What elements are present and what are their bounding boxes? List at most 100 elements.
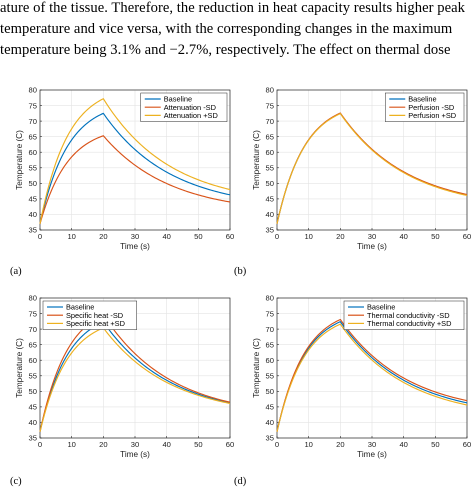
y-tick-label: 70 (29, 117, 37, 126)
text-line: temperature and vice versa, with the cor… (0, 21, 453, 37)
y-tick-label: 65 (266, 340, 274, 349)
y-tick-label: 40 (29, 418, 37, 427)
x-tick-label: 0 (275, 440, 279, 449)
legend-entry: Baseline (367, 303, 395, 312)
legend-entry: Perfusion -SD (408, 103, 454, 112)
x-tick-label: 40 (162, 232, 170, 241)
x-tick-label: 0 (38, 440, 42, 449)
x-tick-label: 20 (99, 440, 107, 449)
x-tick-label: 30 (368, 440, 376, 449)
chart-c: 0 10 20 30 40 50 60 35 40 45 50 55 60 65 70 75 80 Time (s… (15, 294, 234, 459)
y-tick-label: 60 (266, 148, 274, 157)
series-line-2 (39, 135, 231, 224)
series-line-2 (39, 314, 231, 432)
y-tick-label: 60 (266, 356, 274, 365)
x-tick-label: 10 (304, 440, 312, 449)
x-tick-label: 60 (226, 440, 234, 449)
figure-panel-d: 0 10 20 30 40 50 60 35 40 45 50 55 60 65 70 75 80 Time (s… (237, 288, 474, 498)
y-tick-label: 40 (266, 210, 274, 219)
y-tick-label: 65 (29, 340, 37, 349)
series-line-3 (39, 98, 231, 224)
series-line-3 (276, 113, 468, 224)
series-line-1 (39, 321, 231, 432)
y-tick-label: 55 (29, 163, 37, 172)
y-tick-label: 55 (29, 371, 37, 380)
y-tick-label: 60 (29, 356, 37, 365)
x-tick-label: 60 (463, 440, 471, 449)
y-tick-label: 45 (29, 195, 37, 204)
series-line-3 (39, 327, 231, 432)
series-line-1 (39, 112, 231, 224)
y-tick-label: 60 (29, 148, 37, 157)
y-tick-label: 70 (266, 325, 274, 334)
legend-entry: Thermal conductivity +SD (367, 319, 451, 328)
y-tick-label: 80 (266, 294, 274, 303)
series-line-2 (276, 318, 468, 432)
legend-entry: Baseline (66, 303, 94, 312)
x-tick-label: 60 (463, 232, 471, 241)
y-axis-label: Temperature (C) (252, 130, 261, 190)
x-tick-label: 0 (38, 232, 42, 241)
x-tick-label: 0 (275, 232, 279, 241)
y-tick-label: 75 (266, 101, 274, 110)
y-tick-label: 65 (29, 132, 37, 141)
y-tick-label: 35 (266, 434, 274, 443)
figure-panel-b: 0 10 20 30 40 50 60 35 40 45 50 55 60 65 70 75 80 Time (s… (237, 80, 474, 290)
y-axis-label: Temperature (C) (15, 130, 24, 190)
legend-entry: Specific heat -SD (66, 311, 123, 320)
figure-panel-a: 0 10 20 30 40 50 60 35 40 45 50 55 60 65 70 75 80 Time (s… (0, 80, 237, 290)
y-tick-label: 35 (266, 226, 274, 235)
figure-panel-c: 0 10 20 30 40 50 60 35 40 45 50 55 60 65 70 75 80 Time (s… (0, 288, 237, 498)
x-tick-label: 50 (431, 232, 439, 241)
y-axis-label: Temperature (C) (15, 338, 24, 398)
x-tick-label: 10 (67, 232, 75, 241)
y-tick-label: 40 (266, 418, 274, 427)
legend-entry: Perfusion +SD (408, 111, 456, 120)
y-tick-label: 50 (266, 179, 274, 188)
y-tick-label: 75 (29, 101, 37, 110)
y-tick-label: 50 (29, 387, 37, 396)
x-tick-label: 50 (194, 440, 202, 449)
x-axis-label: Time (s) (120, 242, 150, 251)
caption-a: (a) (10, 266, 22, 277)
caption-c: (c) (10, 476, 22, 487)
x-tick-label: 20 (336, 440, 344, 449)
legend-entry: Attenuation -SD (164, 103, 216, 112)
x-tick-label: 40 (399, 440, 407, 449)
x-tick-label: 30 (368, 232, 376, 241)
chart-a: 0 10 20 30 40 50 60 35 40 45 50 55 60 65 70 75 80 Time (s… (15, 86, 234, 251)
x-tick-label: 40 (162, 440, 170, 449)
x-tick-label: 30 (131, 440, 139, 449)
y-tick-label: 80 (29, 294, 37, 303)
series-line-1 (276, 321, 468, 432)
legend-entry: Thermal conductivity -SD (367, 311, 450, 320)
x-tick-label: 10 (67, 440, 75, 449)
caption-d: (d) (234, 476, 247, 487)
x-axis-label: Time (s) (120, 450, 150, 459)
x-tick-label: 20 (99, 232, 107, 241)
legend-entry: Baseline (408, 95, 436, 104)
y-tick-label: 80 (266, 86, 274, 95)
chart-b: 0 10 20 30 40 50 60 35 40 45 50 55 60 65 70 75 80 Time (s… (252, 86, 471, 251)
y-tick-label: 50 (29, 179, 37, 188)
text-line: ature of the tissue. Therefore, the redu… (0, 0, 465, 16)
chart-d: 0 10 20 30 40 50 60 35 40 45 50 55 60 65 70 75 80 Time (s… (252, 294, 471, 459)
x-tick-label: 10 (304, 232, 312, 241)
caption-b: (b) (234, 266, 247, 277)
series-line-3 (276, 323, 468, 432)
y-tick-label: 75 (266, 309, 274, 318)
x-tick-label: 50 (431, 440, 439, 449)
legend-entry: Baseline (164, 95, 192, 104)
x-tick-label: 60 (226, 232, 234, 241)
legend-entry: Attenuation +SD (164, 111, 218, 120)
y-axis-label: Temperature (C) (252, 338, 261, 398)
x-axis-label: Time (s) (357, 242, 387, 251)
body-text: ature of the tissue. Therefore, the redu… (0, 0, 474, 61)
y-tick-label: 45 (266, 195, 274, 204)
y-tick-label: 55 (266, 371, 274, 380)
x-axis-label: Time (s) (357, 450, 387, 459)
y-tick-label: 45 (29, 403, 37, 412)
x-tick-label: 30 (131, 232, 139, 241)
x-tick-label: 40 (399, 232, 407, 241)
y-tick-label: 55 (266, 163, 274, 172)
